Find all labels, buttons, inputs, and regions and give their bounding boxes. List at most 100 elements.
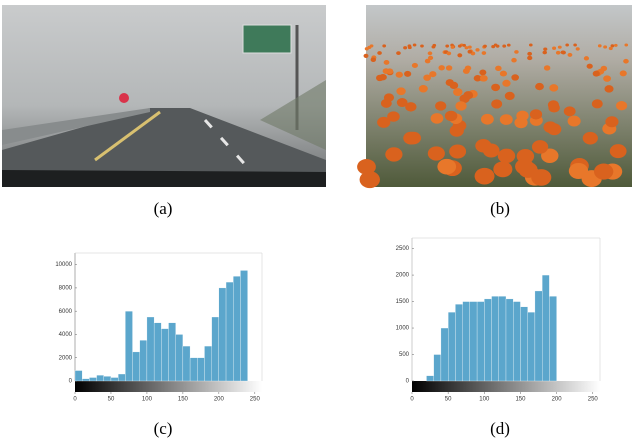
pumpkin bbox=[468, 45, 472, 48]
pumpkin bbox=[587, 64, 593, 69]
pumpkin bbox=[435, 101, 446, 110]
pumpkin bbox=[544, 65, 550, 70]
bar bbox=[513, 302, 520, 381]
x-tick-label: 50 bbox=[108, 397, 115, 403]
pumpkin bbox=[584, 56, 589, 60]
caption: (b) bbox=[490, 199, 510, 218]
pumpkin bbox=[603, 75, 611, 81]
pumpkin bbox=[502, 45, 506, 48]
pumpkin bbox=[514, 117, 527, 128]
bar bbox=[492, 296, 499, 381]
pumpkin bbox=[428, 146, 445, 160]
bar bbox=[426, 376, 433, 381]
pumpkin bbox=[564, 106, 576, 116]
pumpkin bbox=[465, 65, 471, 70]
pumpkin bbox=[383, 68, 390, 74]
pumpkin bbox=[379, 74, 387, 80]
pumpkin bbox=[549, 84, 558, 91]
pumpkin bbox=[403, 46, 407, 49]
pumpkin bbox=[527, 56, 532, 60]
gray-bar bbox=[412, 381, 600, 392]
pumpkin bbox=[479, 70, 486, 76]
bar bbox=[118, 374, 125, 381]
bar bbox=[97, 375, 104, 381]
photo-road bbox=[2, 5, 326, 187]
pumpkin bbox=[558, 46, 562, 49]
pumpkin bbox=[396, 87, 405, 95]
bar bbox=[89, 378, 96, 381]
pumpkin bbox=[437, 159, 456, 175]
x-tick-label: 150 bbox=[178, 397, 189, 403]
bar bbox=[133, 352, 140, 381]
pumpkin bbox=[592, 99, 603, 108]
pumpkin bbox=[429, 71, 436, 77]
pumpkin bbox=[480, 75, 488, 81]
x-tick-label: 250 bbox=[250, 397, 261, 403]
pumpkin bbox=[542, 51, 547, 55]
bar bbox=[499, 296, 506, 381]
bar bbox=[104, 376, 111, 381]
bar bbox=[226, 282, 233, 381]
pumpkin bbox=[384, 93, 394, 101]
pumpkin bbox=[507, 44, 511, 47]
pumpkin bbox=[396, 72, 403, 78]
pumpkin bbox=[532, 140, 548, 154]
pumpkin bbox=[445, 44, 449, 47]
pumpkin bbox=[505, 92, 515, 100]
pumpkin bbox=[604, 85, 613, 93]
pumpkin bbox=[357, 159, 376, 175]
bar bbox=[190, 358, 197, 381]
bar bbox=[463, 302, 470, 381]
bar bbox=[233, 276, 240, 381]
bar bbox=[441, 328, 448, 381]
pumpkin bbox=[481, 114, 494, 125]
pumpkin bbox=[552, 47, 556, 50]
x-tick-label: 200 bbox=[214, 397, 225, 403]
pumpkin bbox=[583, 132, 598, 145]
bar bbox=[528, 312, 535, 381]
pumpkin bbox=[364, 54, 369, 58]
bar bbox=[448, 312, 455, 381]
pumpkin bbox=[491, 84, 500, 91]
pumpkin bbox=[543, 47, 547, 50]
pumpkin bbox=[548, 100, 559, 109]
bar bbox=[455, 304, 462, 381]
pumpkin bbox=[565, 44, 569, 47]
pumpkin bbox=[413, 44, 417, 47]
pumpkin bbox=[598, 44, 602, 47]
y-tick-label: 500 bbox=[399, 352, 410, 358]
pumpkin bbox=[511, 58, 516, 63]
pumpkin bbox=[561, 50, 566, 54]
pumpkin bbox=[605, 116, 618, 127]
pumpkin bbox=[382, 44, 386, 47]
pumpkin bbox=[446, 79, 454, 86]
bar bbox=[140, 340, 147, 381]
pumpkin bbox=[493, 161, 512, 177]
pumpkin bbox=[593, 71, 600, 77]
bar bbox=[549, 296, 556, 381]
pumpkin bbox=[457, 53, 462, 57]
photo-pumpkins bbox=[357, 5, 632, 188]
y-tick-label: 10000 bbox=[55, 262, 72, 268]
pumpkin bbox=[465, 46, 469, 49]
bar bbox=[477, 302, 484, 381]
bar bbox=[470, 302, 477, 381]
bar bbox=[75, 371, 82, 381]
caption: (d) bbox=[490, 419, 510, 438]
pumpkin bbox=[496, 45, 500, 48]
pumpkin bbox=[468, 50, 472, 54]
pumpkin bbox=[447, 51, 452, 55]
pumpkin bbox=[371, 57, 376, 62]
pumpkin bbox=[385, 147, 402, 161]
y-tick-label: 0 bbox=[69, 379, 73, 385]
bar bbox=[169, 323, 176, 381]
bar bbox=[520, 307, 527, 381]
bar bbox=[161, 329, 168, 381]
pumpkin bbox=[495, 66, 502, 71]
pumpkin bbox=[601, 66, 608, 71]
y-tick-label: 6000 bbox=[59, 309, 73, 315]
x-tick-label: 0 bbox=[73, 397, 77, 403]
gray-bar bbox=[75, 381, 262, 392]
pumpkin bbox=[529, 44, 533, 47]
pumpkin bbox=[594, 163, 613, 179]
